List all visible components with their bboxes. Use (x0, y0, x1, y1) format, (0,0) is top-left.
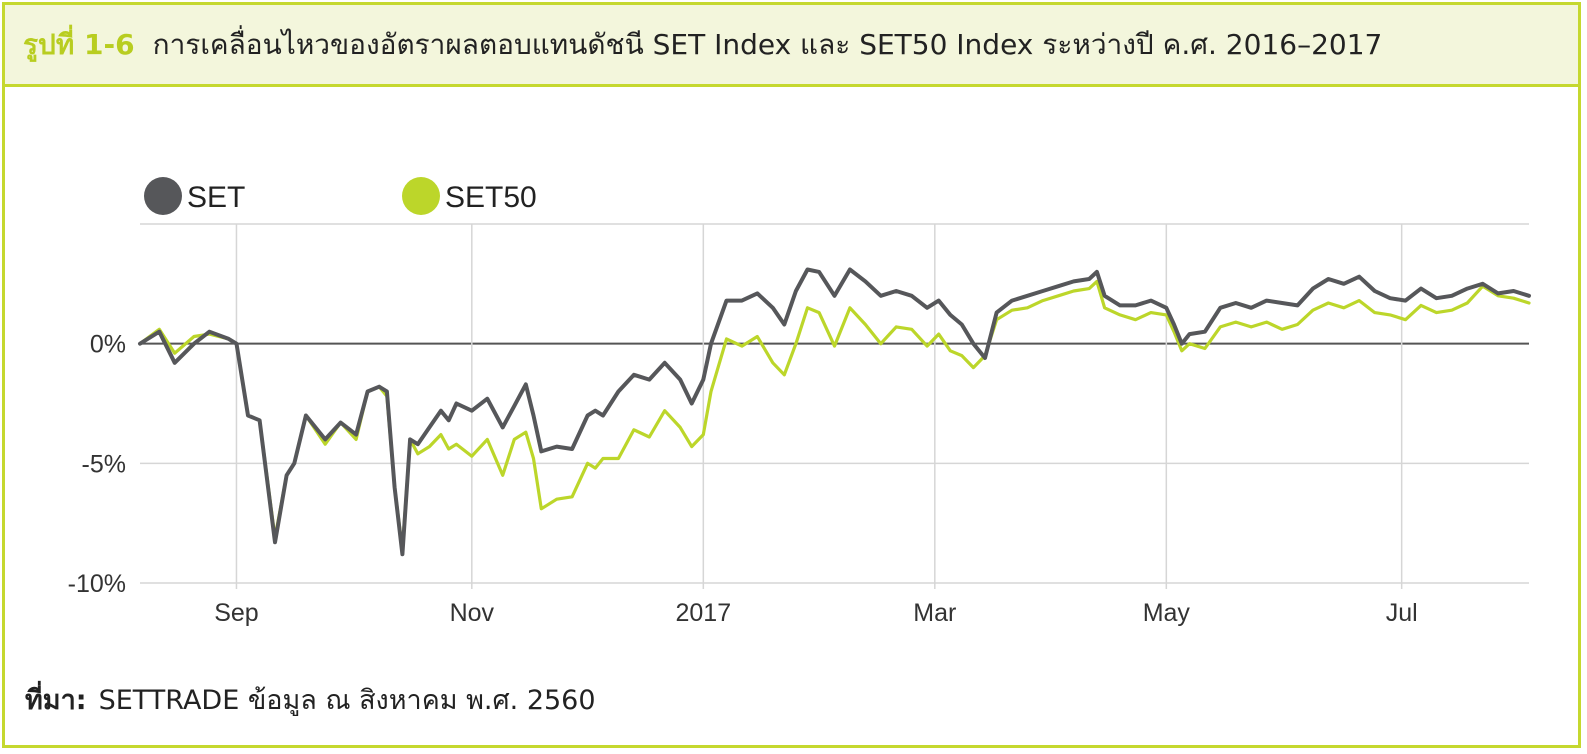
legend-label-set50: SET50 (445, 181, 537, 214)
x-tick-label: Jul (1386, 599, 1418, 627)
line-chart: 0% -5% -10% Sep Nov 2017 Mar May Jul SET SET50 (68, 177, 1531, 627)
legend-marker-set (144, 177, 182, 215)
figure-title-bar: รูปที่ 1-6 การเคลื่อนไหวของอัตราผลตอบแทน… (5, 5, 1578, 87)
source-label: ที่มา: (25, 685, 87, 716)
x-tick-label: May (1143, 599, 1191, 627)
y-tick-label: -10% (68, 570, 126, 598)
figure-number: รูปที่ 1-6 (23, 27, 135, 61)
x-tick-label: Sep (214, 599, 258, 627)
y-tick-label: 0% (90, 331, 126, 359)
x-tick-label: Mar (913, 599, 956, 627)
chart-area: 0% -5% -10% Sep Nov 2017 Mar May Jul SET SET50 (5, 87, 1578, 667)
legend-label-set: SET (187, 181, 245, 214)
x-tick-label: Nov (450, 599, 495, 627)
series-line-set50 (138, 279, 1531, 552)
series-line-set (138, 267, 1531, 557)
figure-title: การเคลื่อนไหวของอัตราผลตอบแทนดัชนี SET I… (152, 27, 1383, 61)
legend-marker-set50 (402, 177, 440, 215)
y-tick-label: -5% (82, 450, 126, 478)
source-text: SETTRADE ข้อมูล ณ สิงหาคม พ.ศ. 2560 (98, 685, 596, 716)
source-note: ที่มา: SETTRADE ข้อมูล ณ สิงหาคม พ.ศ. 256… (25, 678, 596, 721)
x-tick-label: 2017 (676, 599, 732, 627)
